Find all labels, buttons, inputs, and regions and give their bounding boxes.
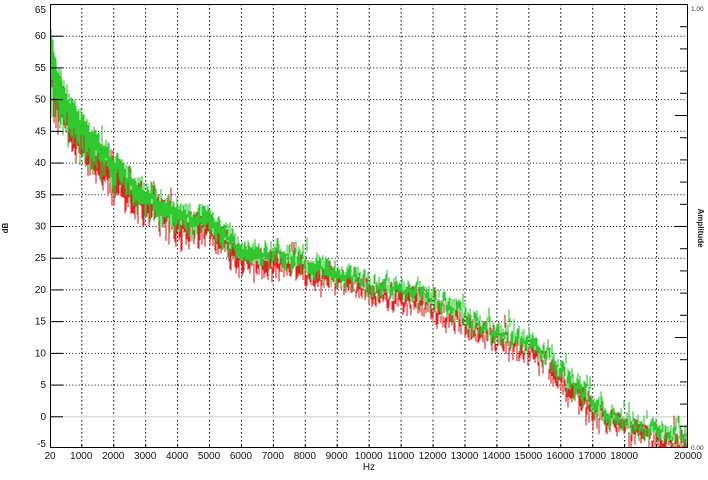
x-tick-label: 9000 [326,451,349,462]
y-tick-label: 50 [35,95,47,106]
y-tick-label: -5 [37,439,46,450]
x-tick-labels: 20 1000 2000 3000 4000 5000 6000 7000 8000 9000 10… [44,451,702,462]
x-tick-label: 1000 [70,451,93,462]
axis-ticks [50,26,688,448]
y-tick-label: 30 [35,222,47,233]
x-tick-label: 18000 [610,451,638,462]
x-tick-label: 20000 [674,451,702,462]
x-tick-label: 6000 [230,451,253,462]
x-tick-label: 8000 [294,451,317,462]
y-tick-label: 5 [40,380,46,391]
x-tick-label: 17000 [578,451,606,462]
x-tick-label: 3000 [134,451,157,462]
y-tick-label: 55 [35,63,47,74]
y-axis-title-right: Amplitude [696,208,705,248]
y-tick-label: 65 [35,5,47,16]
right-axis-max-label: 1.00 [691,6,704,13]
x-tick-label: 2000 [102,451,125,462]
spectrum-traces [50,28,688,448]
x-tick-label: 11000 [387,451,415,462]
x-tick-label: 15000 [514,451,542,462]
x-tick-label: 13000 [451,451,479,462]
y-tick-label: 15 [35,317,47,328]
y-tick-label: 45 [35,126,47,137]
gridlines [50,4,688,448]
y-tick-label: 60 [35,31,47,42]
y-tick-label: 35 [35,190,47,201]
x-tick-label: 20 [44,451,56,462]
x-tick-label: 5000 [198,451,221,462]
y-axis-title-left: dB [1,222,10,233]
x-tick-label: 7000 [262,451,285,462]
right-axis-min-label: 0.00 [691,445,704,452]
y-tick-label: 20 [35,285,47,296]
x-tick-label: 10000 [355,451,383,462]
y-tick-label: 25 [35,253,47,264]
x-tick-label: 16000 [546,451,574,462]
x-axis-title: Hz [363,462,375,473]
x-tick-label: 4000 [166,451,189,462]
x-tick-label: 14000 [483,451,511,462]
x-tick-label: 12000 [419,451,447,462]
y-tick-label: 10 [35,348,47,359]
y-tick-label: 40 [35,158,47,169]
y-tick-label: 0 [40,412,46,423]
